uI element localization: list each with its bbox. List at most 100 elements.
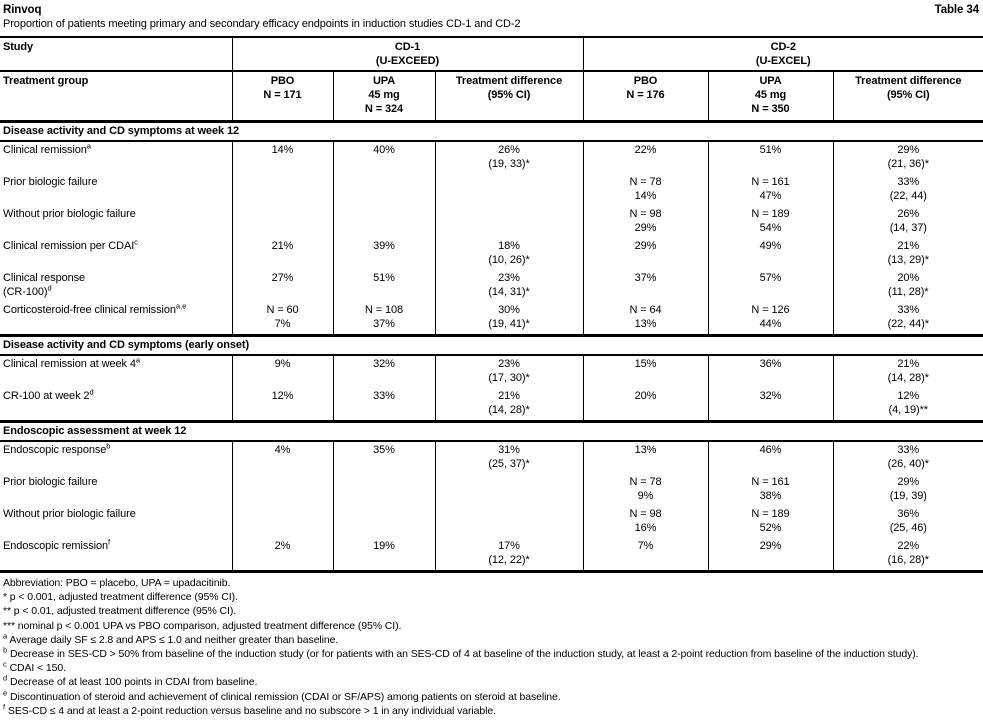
- data-cell-line: N = 126: [751, 304, 790, 316]
- data-cell-line: 57%: [759, 272, 782, 284]
- col-header-study: Study: [0, 37, 233, 72]
- data-cell: 9%: [232, 355, 334, 388]
- data-cell-line: (14, 37): [889, 222, 927, 234]
- data-cell: 22%: [583, 141, 709, 174]
- row-label-line: Corticosteroid-free clinical remissiona,…: [3, 301, 187, 316]
- section-header-row: Disease activity and CD symptoms (early …: [0, 334, 983, 356]
- data-cell: 21%: [232, 238, 334, 270]
- data-cell-line: (10, 26)*: [488, 254, 530, 266]
- data-cell-line: N = 78: [629, 476, 662, 488]
- data-cell-line: 12%: [897, 390, 920, 402]
- table-header: Study CD-1 (U-EXCEED) CD-2 (U-EXCEL) Tre…: [0, 37, 983, 123]
- data-cell-line: 46%: [759, 444, 782, 456]
- data-cell-line: 20%: [897, 272, 920, 284]
- header-line: PBO: [270, 75, 295, 87]
- data-cell-line: 27%: [271, 272, 294, 284]
- header-line: UPA: [372, 75, 396, 87]
- data-cell: 29% (19, 39): [833, 474, 983, 506]
- data-cell-line: 36%: [759, 358, 782, 370]
- data-cell-line: 2%: [274, 540, 291, 552]
- section-title: Endoscopic assessment at week 12: [0, 420, 983, 442]
- data-cell: 51%: [708, 141, 834, 174]
- data-cell-line: 21%: [897, 240, 920, 252]
- data-cell: 57%: [708, 270, 834, 302]
- footnote-marker: a: [3, 631, 8, 641]
- data-cell-line: 16%: [634, 522, 657, 534]
- data-cell-line: (14, 28)*: [488, 404, 530, 416]
- data-cell-line: N = 64: [629, 304, 662, 316]
- data-cell-line: 19%: [373, 540, 395, 552]
- data-cell: 19%: [333, 538, 436, 572]
- header-line: 45 mg: [754, 89, 787, 101]
- footnote-reference: d: [47, 283, 52, 293]
- data-cell-line: 33%: [897, 304, 920, 316]
- document-header: Rinvoq Table 34: [0, 0, 983, 17]
- data-cell-line: 37%: [373, 318, 395, 330]
- data-cell: 29% (21, 36)*: [833, 141, 983, 174]
- header-line: N = 324: [364, 103, 404, 115]
- row-label: Clinical remissiona: [0, 141, 233, 174]
- data-cell-line: 39%: [373, 240, 395, 252]
- data-cell: N = 108 37%: [333, 302, 436, 336]
- footnote-reference: a,e: [175, 301, 187, 311]
- data-cell-line: N = 108: [364, 304, 404, 316]
- data-cell-line: 22%: [634, 144, 657, 156]
- col-header-treatment-group: Treatment group: [0, 71, 233, 123]
- col-header-cd2-treatment-difference: Treatment difference (95% CI): [833, 71, 983, 123]
- data-cell-line: 35%: [373, 444, 395, 456]
- data-cell-line: 9%: [637, 490, 654, 502]
- col-header-cd1-pbo: PBO N = 171: [232, 71, 334, 123]
- data-cell: 46%: [708, 441, 834, 474]
- footnote-reference: a: [135, 355, 141, 365]
- header-line: N = 171: [263, 89, 302, 101]
- data-cell-line: (22, 44)*: [887, 318, 929, 330]
- data-cell: N = 98 29%: [583, 206, 709, 238]
- table-row: CR-100 at week 2d 12% 33% 21% (14, 28)* 20% 32…: [0, 388, 983, 422]
- data-cell-line: 7%: [637, 540, 654, 552]
- footnote: c CDAI < 150.: [3, 659, 66, 675]
- data-cell: [232, 174, 334, 206]
- data-cell: 29%: [583, 238, 709, 270]
- data-cell-line: (4, 19)**: [888, 404, 929, 416]
- data-cell: N = 64 13%: [583, 302, 709, 336]
- data-cell-line: (19, 39): [889, 490, 927, 502]
- data-cell-line: 9%: [274, 358, 291, 370]
- data-cell: 33%: [333, 388, 436, 422]
- data-cell-line: 15%: [634, 358, 657, 370]
- data-cell: N = 161 47%: [708, 174, 834, 206]
- section-header-row: Disease activity and CD symptoms at week…: [0, 120, 983, 142]
- header-line: N = 176: [626, 89, 665, 101]
- footnote: ** p < 0.01, adjusted treatment differen…: [3, 605, 237, 618]
- footnote: d Decrease of at least 100 points in CDA…: [3, 673, 258, 689]
- header-line: PBO: [633, 75, 658, 87]
- section-title: Disease activity and CD symptoms (early …: [0, 334, 983, 356]
- table-row: Without prior biologic failure N = 98 29% N…: [0, 206, 983, 238]
- data-cell: N = 60 7%: [232, 302, 334, 336]
- data-cell-line: 7%: [274, 318, 291, 330]
- data-cell-line: 33%: [897, 176, 920, 188]
- data-cell: 21% (13, 29)*: [833, 238, 983, 270]
- data-cell: 15%: [583, 355, 709, 388]
- data-cell: 12% (4, 19)**: [833, 388, 983, 422]
- data-cell-line: 38%: [759, 490, 782, 502]
- header-line: (95% CI): [886, 89, 930, 101]
- row-label: Prior biologic failure: [0, 174, 233, 206]
- data-cell-line: (25, 46): [889, 522, 927, 534]
- col-header-cd1-treatment-difference: Treatment difference (95% CI): [435, 71, 584, 123]
- data-cell-line: 21%: [897, 358, 920, 370]
- data-cell: 27%: [232, 270, 334, 302]
- header-line: Treatment difference: [855, 75, 962, 87]
- data-cell-line: 21%: [271, 240, 294, 252]
- data-cell-line: N = 98: [629, 208, 662, 220]
- header-line: Treatment difference: [455, 75, 563, 87]
- data-cell: 26% (19, 33)*: [435, 141, 584, 174]
- data-cell: 33% (22, 44): [833, 174, 983, 206]
- data-cell: 18% (10, 26)*: [435, 238, 584, 270]
- row-label: Clinical remission at week 4a: [0, 355, 233, 388]
- row-label-line: Without prior biologic failure: [3, 208, 136, 220]
- data-cell: 40%: [333, 141, 436, 174]
- data-cell-line: 29%: [897, 476, 920, 488]
- data-cell-line: 40%: [373, 144, 395, 156]
- row-label-line: Prior biologic failure: [3, 476, 98, 488]
